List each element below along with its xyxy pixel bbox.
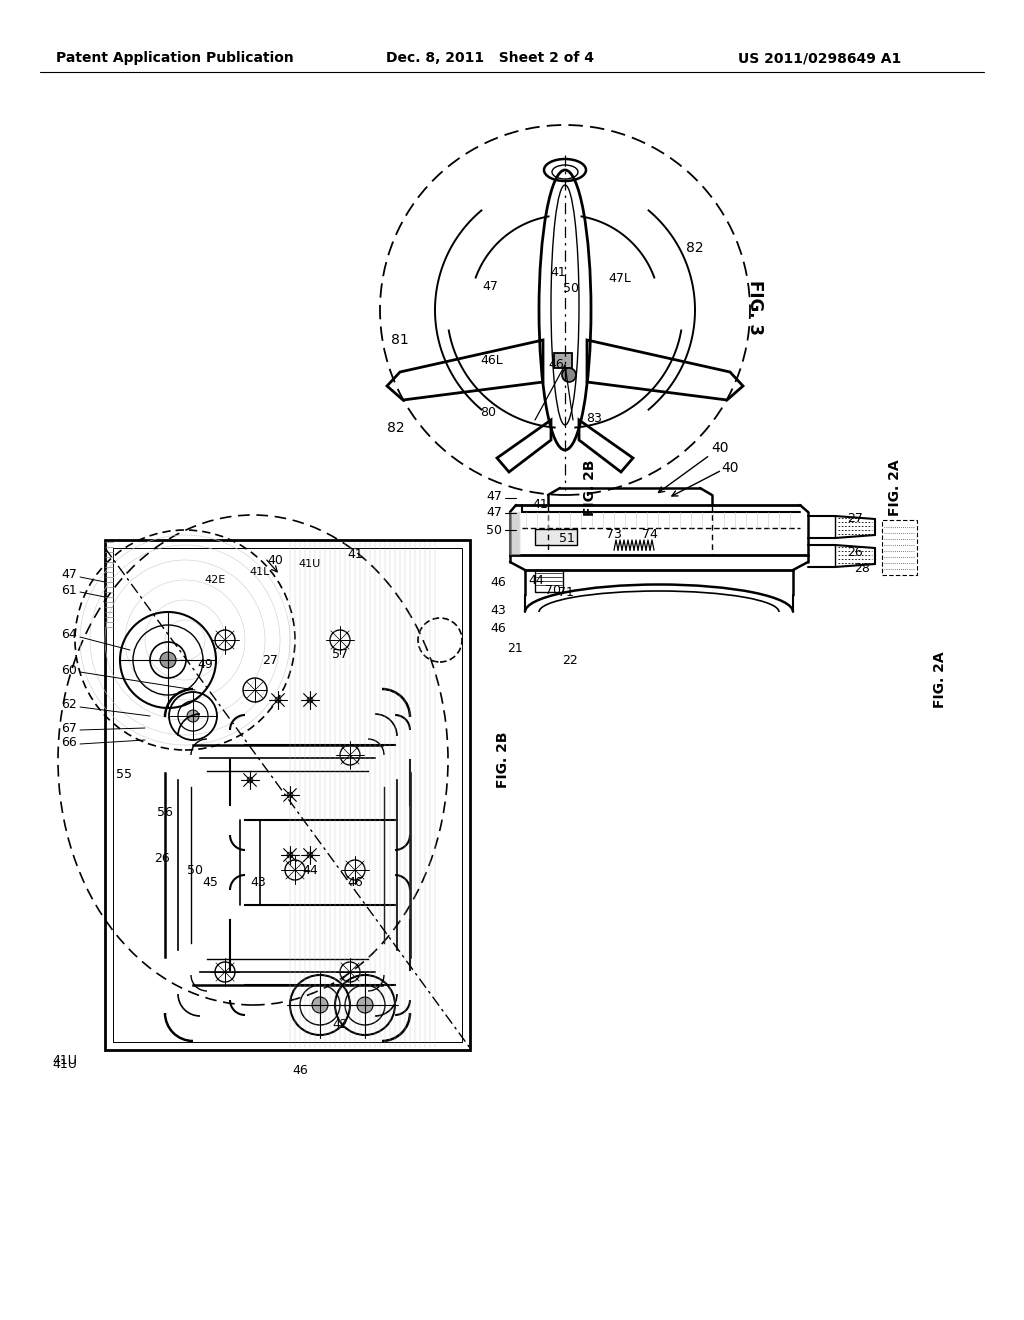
Text: 22: 22 bbox=[562, 653, 578, 667]
Text: 47: 47 bbox=[486, 506, 502, 519]
Text: 57: 57 bbox=[332, 648, 348, 661]
Text: 46L: 46L bbox=[480, 354, 504, 367]
Text: 49: 49 bbox=[198, 659, 213, 672]
Text: 50: 50 bbox=[563, 281, 579, 294]
Text: 46: 46 bbox=[548, 359, 564, 371]
Text: 81: 81 bbox=[391, 333, 409, 347]
Text: 40: 40 bbox=[712, 441, 729, 455]
Bar bbox=[105, 540, 470, 1049]
Text: 45: 45 bbox=[202, 875, 218, 888]
Text: 46: 46 bbox=[490, 622, 506, 635]
Text: 26: 26 bbox=[155, 851, 170, 865]
Text: 43: 43 bbox=[250, 875, 266, 888]
Text: 27: 27 bbox=[262, 653, 278, 667]
Text: 74: 74 bbox=[642, 528, 658, 540]
Circle shape bbox=[247, 777, 253, 783]
Circle shape bbox=[307, 851, 313, 858]
Text: 62: 62 bbox=[61, 698, 77, 711]
Bar bbox=[113, 548, 462, 1041]
Text: 44: 44 bbox=[302, 863, 317, 876]
Text: 66: 66 bbox=[61, 735, 77, 748]
Text: 28: 28 bbox=[854, 561, 870, 574]
Text: 46: 46 bbox=[292, 1064, 308, 1077]
Text: 46: 46 bbox=[347, 875, 362, 888]
Text: 50: 50 bbox=[187, 863, 203, 876]
Text: 43: 43 bbox=[490, 603, 506, 616]
Circle shape bbox=[275, 697, 281, 704]
Text: Patent Application Publication: Patent Application Publication bbox=[56, 51, 294, 65]
Circle shape bbox=[187, 710, 199, 722]
Text: 55: 55 bbox=[116, 768, 132, 781]
Text: 41: 41 bbox=[550, 265, 566, 279]
Text: 51: 51 bbox=[559, 532, 574, 544]
Text: 82: 82 bbox=[387, 421, 404, 436]
Text: Dec. 8, 2011   Sheet 2 of 4: Dec. 8, 2011 Sheet 2 of 4 bbox=[386, 51, 594, 65]
Text: 41U: 41U bbox=[52, 1053, 77, 1067]
Bar bbox=[882, 520, 918, 576]
Text: 71: 71 bbox=[558, 586, 573, 598]
Text: 40: 40 bbox=[267, 553, 283, 566]
Text: US 2011/0298649 A1: US 2011/0298649 A1 bbox=[738, 51, 901, 65]
Text: 64: 64 bbox=[61, 628, 77, 642]
Text: 67: 67 bbox=[61, 722, 77, 734]
Circle shape bbox=[160, 652, 176, 668]
Text: 47: 47 bbox=[61, 569, 77, 582]
Text: 47L: 47L bbox=[608, 272, 632, 285]
Text: 40: 40 bbox=[721, 461, 738, 475]
Text: 82: 82 bbox=[686, 242, 703, 255]
Text: FIG. 2A: FIG. 2A bbox=[933, 652, 947, 709]
Text: 44: 44 bbox=[528, 573, 544, 586]
Text: 41U: 41U bbox=[52, 1059, 77, 1072]
Text: 41: 41 bbox=[347, 549, 362, 561]
Bar bbox=[554, 352, 572, 368]
Text: 42E: 42E bbox=[205, 576, 225, 585]
Text: 73: 73 bbox=[606, 528, 622, 541]
Text: 46: 46 bbox=[490, 576, 506, 589]
Text: 41L: 41L bbox=[250, 568, 270, 577]
Text: 47: 47 bbox=[486, 491, 502, 503]
Text: 27: 27 bbox=[847, 511, 863, 524]
Text: 47: 47 bbox=[482, 280, 498, 293]
Text: 70: 70 bbox=[545, 583, 561, 597]
Text: FIG. 2B: FIG. 2B bbox=[583, 459, 597, 516]
Text: 50: 50 bbox=[486, 524, 502, 536]
Text: 42: 42 bbox=[332, 1019, 348, 1031]
Text: FIG. 3: FIG. 3 bbox=[746, 281, 764, 335]
Text: 61: 61 bbox=[61, 583, 77, 597]
Circle shape bbox=[312, 997, 328, 1012]
Circle shape bbox=[307, 697, 313, 704]
Bar bbox=[535, 529, 577, 545]
Text: 56: 56 bbox=[157, 805, 173, 818]
Circle shape bbox=[357, 997, 373, 1012]
Text: 26: 26 bbox=[847, 546, 863, 560]
Circle shape bbox=[287, 851, 293, 858]
Text: 60: 60 bbox=[61, 664, 77, 676]
Text: 80: 80 bbox=[480, 405, 496, 418]
Text: FIG. 2A: FIG. 2A bbox=[888, 459, 902, 516]
Circle shape bbox=[562, 368, 575, 381]
Text: 21: 21 bbox=[507, 642, 523, 655]
Text: FIG. 2B: FIG. 2B bbox=[496, 731, 510, 788]
Circle shape bbox=[287, 792, 293, 799]
Text: 41: 41 bbox=[532, 498, 548, 511]
Bar bbox=[535, 570, 563, 591]
Text: 41U: 41U bbox=[299, 558, 322, 569]
Text: 83: 83 bbox=[586, 412, 602, 425]
